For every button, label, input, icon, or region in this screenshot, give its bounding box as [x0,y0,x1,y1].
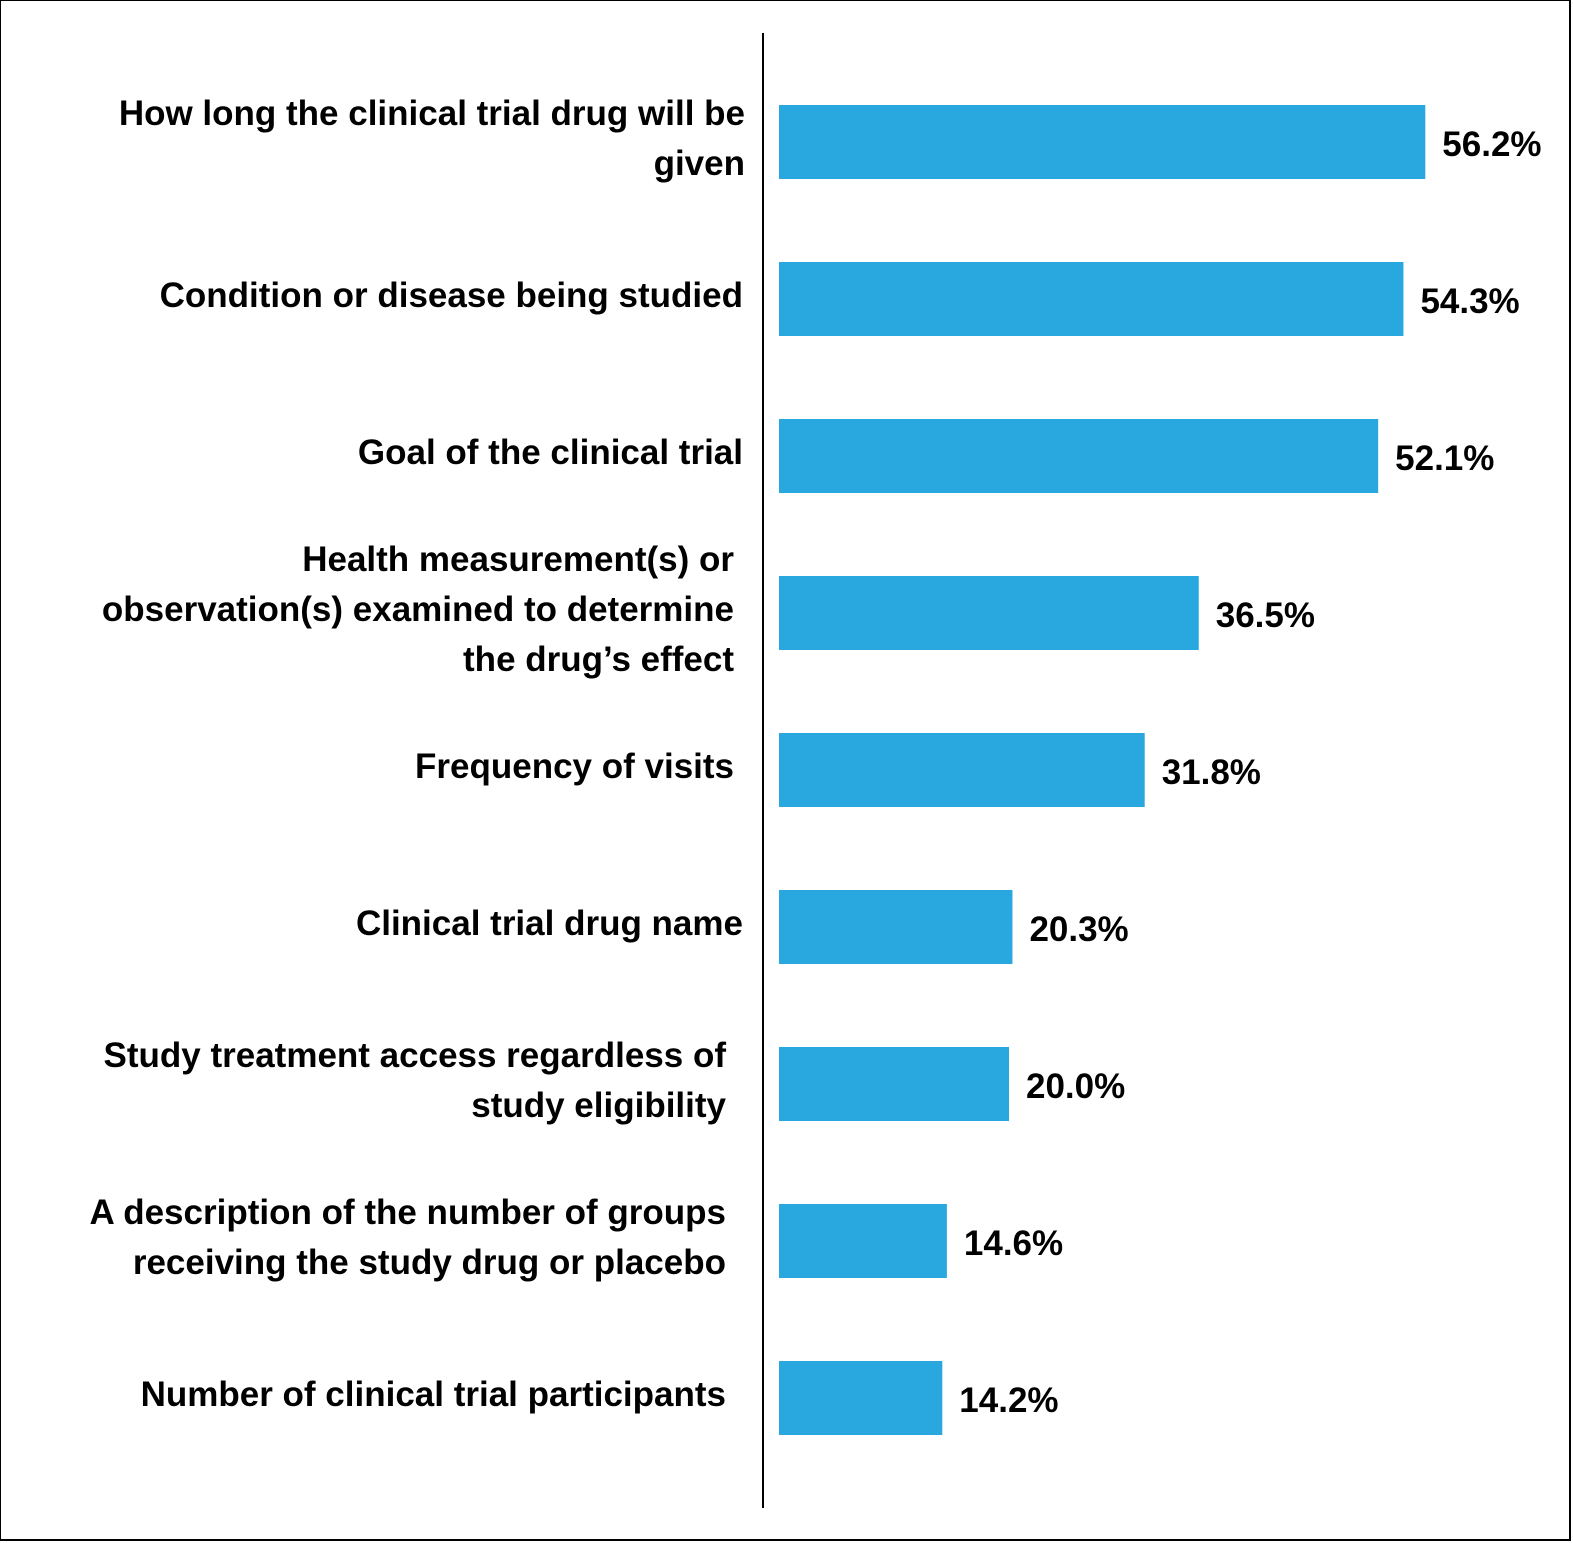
category-labels: How long the clinical trial drug will be… [90,94,745,1414]
value-label: 31.8% [1162,753,1261,792]
category-label: Goal of the clinical trial [358,433,743,472]
category-label-line: Number of clinical trial participants [141,1375,726,1414]
category-label-line: the drug’s effect [463,640,734,679]
value-label: 20.0% [1026,1067,1125,1106]
category-label: Clinical trial drug name [356,904,743,943]
category-label: How long the clinical trial drug will be… [119,94,745,183]
bar [779,262,1404,336]
category-label-line: study eligibility [471,1086,726,1125]
category-label-line: Study treatment access regardless of [104,1036,727,1075]
bar [779,1361,943,1435]
category-label-line: receiving the study drug or placebo [133,1243,726,1282]
category-label-line: Frequency of visits [415,747,734,786]
value-label: 56.2% [1442,125,1541,164]
category-label-line: Clinical trial drug name [356,904,743,943]
category-label-line: Condition or disease being studied [160,276,743,315]
value-label: 20.3% [1029,910,1128,949]
category-label-line: How long the clinical trial drug will be [119,94,745,133]
category-label: Condition or disease being studied [160,276,743,315]
bar [779,733,1145,807]
category-label: Study treatment access regardless of stud… [104,1036,727,1125]
category-label-line: A description of the number of groups [90,1193,726,1232]
value-label: 36.5% [1216,596,1315,635]
category-label-line: Goal of the clinical trial [358,433,743,472]
value-label: 14.6% [964,1224,1063,1263]
category-label: Number of clinical trial participants [141,1375,726,1414]
category-label-line: Health measurement(s) or [302,540,734,579]
value-labels: 56.2% 54.3% 52.1% 36.5% 31.8% 20.3% 20.0% 14.6%… [959,125,1541,1420]
value-label: 54.3% [1420,282,1519,321]
bar [779,890,1013,964]
bars [779,105,1426,1435]
bar [779,576,1199,650]
category-label-line: observation(s) examined to determine [102,590,734,629]
bar [779,1204,947,1278]
bar [779,1047,1009,1121]
category-label: A description of the number of groups rec… [90,1193,726,1282]
value-label: 14.2% [959,1381,1058,1420]
value-label: 52.1% [1395,439,1494,478]
category-label-line: given [654,144,745,183]
category-label: Health measurement(s) or observation(s) e… [102,540,734,679]
bar [779,105,1426,179]
category-label: Frequency of visits [415,747,734,786]
bar [779,419,1379,493]
